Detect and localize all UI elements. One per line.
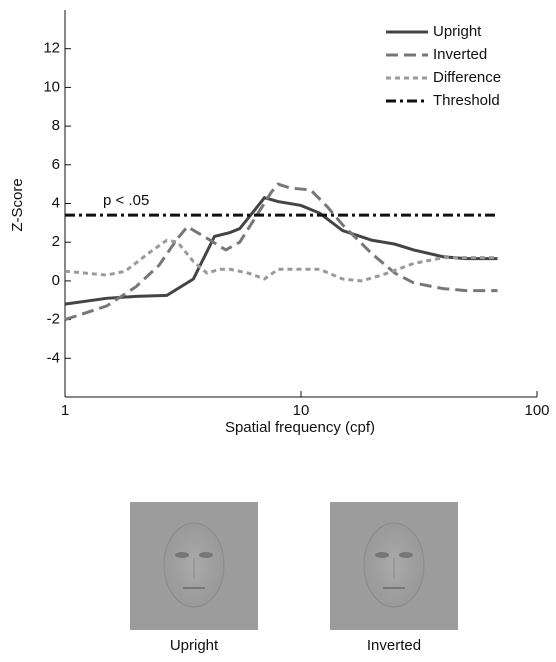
y-tick-label: -4 bbox=[47, 349, 60, 366]
x-tick-label: 1 bbox=[61, 402, 69, 419]
x-axis-label: Spatial frequency (cpf) bbox=[225, 419, 375, 436]
face-image bbox=[130, 502, 258, 630]
figure: Upright Inverted Spatial frequency (cpf)… bbox=[0, 0, 556, 657]
page: Upright Inverted Spatial frequency (cpf)… bbox=[0, 0, 556, 657]
y-tick-label: 6 bbox=[52, 156, 60, 173]
series-line bbox=[65, 240, 497, 281]
y-axis-label: Z-Score bbox=[9, 178, 26, 231]
y-tick-label: 0 bbox=[52, 272, 60, 289]
x-tick-label: 100 bbox=[524, 402, 549, 419]
face-image bbox=[330, 502, 458, 630]
y-tick-label: 4 bbox=[52, 194, 60, 211]
y-tick-label: -2 bbox=[47, 311, 60, 328]
legend-label: Difference bbox=[433, 69, 501, 86]
y-tick-label: 2 bbox=[52, 233, 60, 250]
legend-label: Threshold bbox=[433, 92, 500, 109]
y-tick-label: 10 bbox=[43, 78, 60, 95]
legend-label: Upright bbox=[433, 23, 482, 40]
y-tick-label: 8 bbox=[52, 117, 60, 134]
panel-label: Inverted bbox=[367, 637, 421, 654]
annotation: p < .05 bbox=[103, 192, 149, 209]
y-tick-label: 12 bbox=[43, 40, 60, 57]
x-tick-label: 10 bbox=[293, 402, 310, 419]
panel-label: Upright bbox=[170, 637, 219, 654]
legend-label: Inverted bbox=[433, 46, 487, 63]
